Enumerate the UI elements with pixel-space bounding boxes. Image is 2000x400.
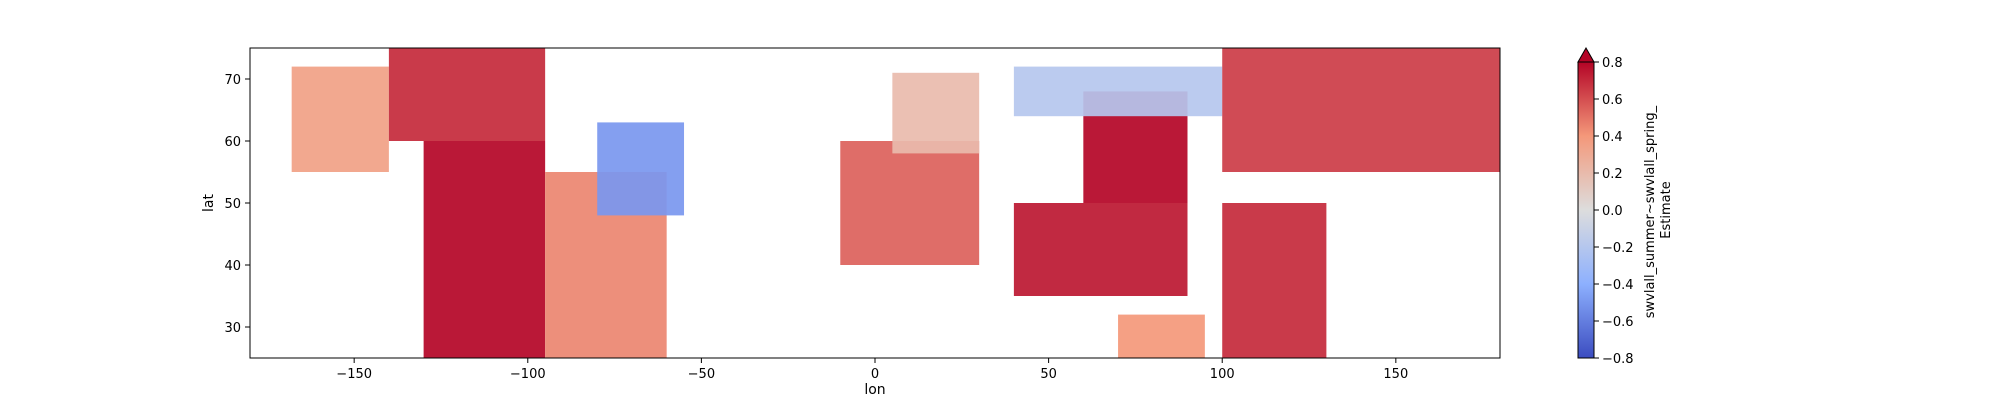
heatmap-region <box>388 48 546 141</box>
y-tick-label: 60 <box>224 135 241 150</box>
colorbar-ticks: −0.8 −0.6 −0.4 −0.2 0.0 0.2 0.4 0.6 0.8 <box>1594 56 1634 367</box>
heatmap-region <box>1013 66 1223 117</box>
y-tick-label: 70 <box>224 73 241 88</box>
x-tick-label: −50 <box>688 367 715 382</box>
colorbar-tick-label: 0.2 <box>1602 167 1623 182</box>
y-tick-label: 30 <box>224 321 241 336</box>
x-tick-label: −150 <box>336 367 372 382</box>
x-tick-label: −100 <box>510 367 546 382</box>
heatmap-region <box>1013 203 1188 296</box>
x-axis-ticks: −150 −100 −50 0 50 100 150 <box>336 358 1408 382</box>
y-tick-label: 50 <box>224 197 241 212</box>
heatmap-region <box>840 141 980 265</box>
colorbar-tick-label: −0.2 <box>1602 241 1634 256</box>
colorbar-tick-label: −0.4 <box>1602 278 1634 293</box>
colorbar-extend-arrow <box>1577 46 1595 63</box>
colorbar-label-line-2: Estimate <box>1659 181 1674 238</box>
colorbar: −0.8 −0.6 −0.4 −0.2 0.0 0.2 0.4 0.6 0.8 swvlall_… <box>1577 46 1674 367</box>
colorbar-gradient <box>1577 61 1595 359</box>
heatmap-region <box>1222 48 1500 172</box>
colorbar-label-line-1: swvlall_summer~swvlall_spring_ <box>1643 105 1658 318</box>
heatmap-plot-area <box>291 48 1500 358</box>
colorbar-tick-label: 0.4 <box>1602 130 1623 145</box>
colorbar-tick-label: 0.8 <box>1602 56 1623 71</box>
x-tick-label: 0 <box>871 367 879 382</box>
colorbar-label: swvlall_summer~swvlall_spring_ Estimate <box>1643 102 1674 319</box>
colorbar-tick-label: −0.6 <box>1602 315 1634 330</box>
x-tick-label: 100 <box>1210 367 1235 382</box>
colorbar-tick-label: 0.0 <box>1602 204 1623 219</box>
heatmap-region <box>1118 314 1205 358</box>
y-tick-label: 40 <box>224 259 241 274</box>
colorbar-tick-label: 0.6 <box>1602 93 1623 108</box>
y-axis-label: lat <box>201 194 217 212</box>
colorbar-tick-label: −0.8 <box>1602 352 1634 367</box>
x-axis-label: lon <box>864 382 885 398</box>
heatmap-region <box>291 66 389 172</box>
heatmap-region <box>1222 203 1327 358</box>
x-tick-label: 150 <box>1383 367 1408 382</box>
heatmap-region <box>892 72 980 154</box>
heatmap-region <box>597 122 685 216</box>
heatmap-region <box>423 141 546 358</box>
x-tick-label: 50 <box>1040 367 1057 382</box>
y-axis-ticks: 30 40 50 60 70 <box>224 73 250 336</box>
